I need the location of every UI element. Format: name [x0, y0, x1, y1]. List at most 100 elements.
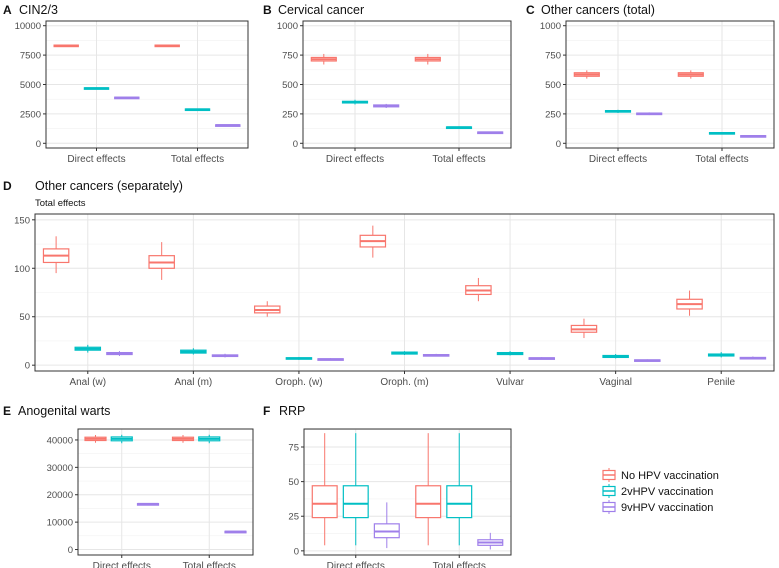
panel-letter: F: [263, 404, 270, 418]
box-no_hpv-4: [465, 277, 492, 302]
box-v9-6: [739, 356, 767, 360]
box-v2-1: [446, 433, 473, 546]
y-tick-label: 250: [545, 109, 561, 120]
panel-b: B Cervical cancer 0 250 500 750 1000 Direct eff…: [263, 3, 512, 165]
box-no_hpv-5: [570, 318, 598, 339]
box-no_hpv-1: [171, 435, 195, 443]
box-v2-1: [184, 108, 211, 112]
box-body: [311, 485, 338, 519]
box-v9-1: [740, 135, 767, 138]
x-tick-label: Direct effects: [589, 154, 647, 165]
box-v9-4: [528, 357, 556, 360]
y-tick-label: 50: [19, 312, 30, 323]
plot-frame: [77, 428, 254, 556]
box-no_hpv-0: [53, 44, 79, 48]
x-tick-label: Anal (w): [69, 377, 106, 388]
y-tick-label: 1000: [540, 21, 561, 32]
box-v9-1: [215, 124, 241, 127]
y-tick-label: 75: [288, 443, 299, 454]
box-v2-1: [198, 434, 221, 444]
panel-f: F RRP 0 25 50 75 Direct effects Total effects: [263, 404, 512, 568]
panel-letter: E: [3, 404, 11, 418]
box-v2-1: [180, 348, 207, 355]
legend-item-v2: 2vHPV vaccination: [602, 484, 713, 498]
box-v9-5: [634, 359, 661, 362]
box-v9-3: [422, 353, 450, 357]
x-tick-label: Total effects: [433, 561, 486, 568]
y-tick-label: 750: [545, 51, 561, 62]
box-v2-4: [496, 351, 524, 356]
y-tick-label: 0: [25, 361, 30, 372]
box-no_hpv-3: [359, 225, 387, 258]
box-v2-2: [285, 356, 313, 360]
panel-subtitle: Total effects: [35, 198, 86, 209]
box-v2-0: [110, 434, 133, 444]
x-tick-label: Oroph. (w): [275, 377, 322, 388]
y-tick-label: 10000: [47, 518, 73, 529]
y-tick-label: 0: [294, 546, 299, 557]
box-no_hpv-1: [148, 242, 175, 280]
y-tick-label: 150: [14, 215, 30, 226]
x-tick-label: Total effects: [183, 561, 236, 568]
box-no_hpv-1: [414, 53, 441, 65]
panel-a: A CIN2/3 0 2500 5000 7500 10000 Direct effects T…: [3, 3, 249, 165]
x-tick-label: Vaginal: [599, 377, 632, 388]
box-v9-1: [477, 532, 504, 550]
box-v2-0: [83, 87, 110, 90]
legend-label: No HPV vaccination: [621, 470, 719, 482]
panel-letter: A: [3, 3, 12, 17]
y-tick-label: 0: [293, 139, 298, 150]
box-v2-0: [74, 344, 102, 353]
box-v2-0: [604, 109, 632, 113]
legend-item-v9: 9vHPV vaccination: [602, 500, 713, 514]
box-v9-0: [373, 502, 400, 549]
panel-letter: C: [526, 3, 535, 17]
y-tick-label: 30000: [47, 463, 73, 474]
panel-title: Other cancers (total): [541, 3, 655, 17]
y-tick-label: 5000: [20, 80, 41, 91]
panel-title: Cervical cancer: [278, 3, 364, 17]
box-v9-0: [106, 351, 133, 356]
plot-frame: [303, 428, 512, 556]
panel-title: Other cancers (separately): [35, 179, 183, 193]
legend: No HPV vaccination 2vHPV vaccination 9vHPV…: [602, 468, 719, 514]
y-tick-label: 20000: [47, 490, 73, 501]
box-v9-2: [317, 358, 344, 361]
y-tick-label: 25: [288, 512, 299, 523]
box-no_hpv-6: [676, 290, 703, 316]
box-no_hpv-1: [415, 433, 442, 546]
box-v2-1: [708, 131, 736, 135]
box-v9-1: [477, 131, 504, 135]
x-tick-label: Anal (m): [174, 377, 212, 388]
y-tick-label: 500: [545, 80, 561, 91]
panel-title: Anogenital warts: [18, 404, 110, 418]
box-v9-0: [636, 112, 663, 116]
x-tick-label: Direct effects: [67, 154, 125, 165]
y-tick-label: 1000: [277, 21, 298, 32]
box-no_hpv-0: [311, 433, 338, 546]
y-tick-label: 0: [68, 545, 73, 556]
x-tick-label: Direct effects: [326, 154, 384, 165]
box-no_hpv-0: [573, 70, 600, 79]
panel-title: CIN2/3: [19, 3, 58, 17]
box-no_hpv-0: [84, 435, 107, 443]
y-tick-label: 7500: [20, 51, 41, 62]
box-v2-0: [342, 433, 369, 546]
y-tick-label: 2500: [20, 109, 41, 120]
panel-c: C Other cancers (total) 0 250 500 750 1000 Dire…: [526, 3, 775, 165]
y-tick-label: 0: [556, 139, 561, 150]
x-tick-label: Penile: [707, 377, 735, 388]
y-tick-label: 40000: [47, 435, 73, 446]
box-v9-1: [211, 353, 239, 358]
y-tick-label: 500: [282, 80, 298, 91]
x-tick-label: Total effects: [432, 154, 485, 165]
y-tick-label: 50: [288, 477, 299, 488]
panel-d: D Other cancers (separately) Total effects…: [3, 179, 775, 388]
x-tick-label: Total effects: [171, 154, 224, 165]
box-no_hpv-2: [253, 301, 281, 317]
box-v2-0: [341, 99, 369, 105]
legend-label: 9vHPV vaccination: [621, 502, 713, 514]
box-v2-5: [602, 354, 629, 359]
box-no_hpv-1: [154, 44, 180, 48]
